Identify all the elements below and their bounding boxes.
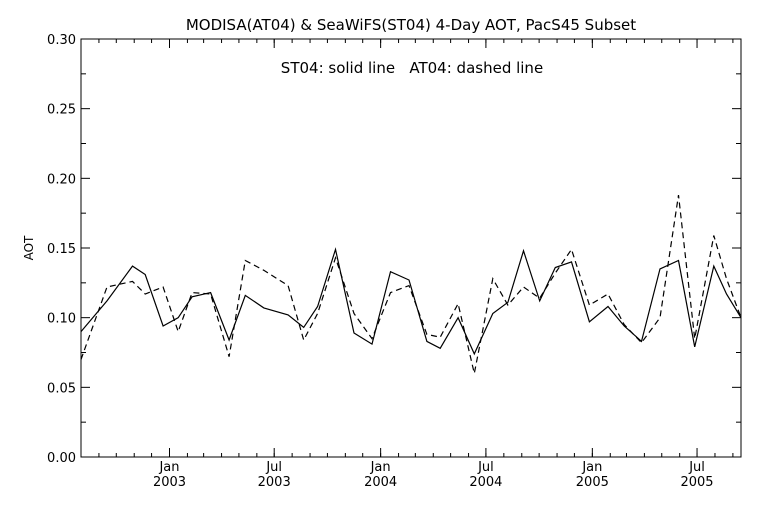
x-tick-month-label: Jan [370,460,391,475]
series-layer [80,195,742,374]
y-tick-label: 0.30 [47,33,76,48]
y-axis-label: AOT [22,235,36,260]
x-tick-year-label: 2004 [469,475,502,490]
x-tick-year-label: 2005 [576,475,609,490]
x-tick-year-label: 2004 [364,475,397,490]
y-tick-label: 0.25 [47,103,76,118]
y-tick-label: 0.00 [47,451,76,466]
y-tick-label: 0.15 [47,242,76,257]
at04-dashed-series-line [80,195,742,374]
y-tick-label: 0.20 [47,172,76,187]
x-tick-month-label: Jul [477,460,494,475]
x-tick-month-label: Jul [688,460,705,475]
st04-solid-series-line [80,247,742,356]
y-tick-label: 0.10 [47,312,76,327]
x-tick-month-label: Jan [158,460,179,475]
chart-title: MODISA(AT04) & SeaWiFS(ST04) 4-Day AOT, … [186,16,636,34]
x-tick-year-label: 2005 [680,475,713,490]
x-tick-year-label: 2003 [258,475,291,490]
x-tick-month-label: Jan [581,460,602,475]
plot-frame [80,38,742,458]
x-tick-month-label: Jul [265,460,282,475]
x-axis-ticks: Jan2003Jul2003Jan2004Jul2004Jan2005Jul20… [98,39,734,490]
y-axis-ticks: 0.00 0.05 0.10 0.15 0.20 0.25 0.30 [47,33,741,466]
x-tick-year-label: 2003 [153,475,186,490]
y-tick-label: 0.05 [47,381,76,396]
line-style-annotation: ST04: solid line AT04: dashed line [281,59,543,77]
